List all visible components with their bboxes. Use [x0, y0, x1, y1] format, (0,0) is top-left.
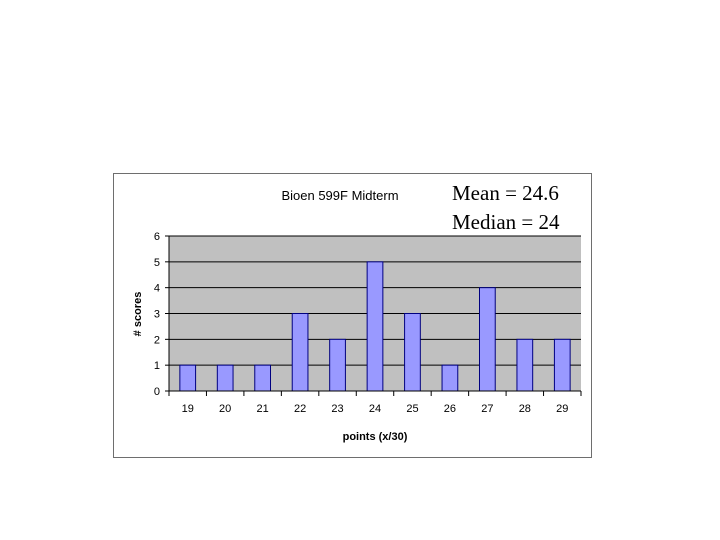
x-tick-label: 29 — [556, 403, 568, 415]
x-tick-label: 23 — [331, 403, 343, 415]
x-tick-label: 21 — [257, 403, 269, 415]
x-tick-label: 26 — [444, 403, 456, 415]
y-tick-label: 1 — [154, 360, 160, 372]
y-tick-label: 5 — [154, 257, 160, 269]
y-tick-label: 4 — [154, 283, 160, 295]
x-tick-label: 24 — [369, 403, 381, 415]
bar — [516, 338, 534, 392]
bar — [254, 364, 272, 392]
median-annotation: Median = 24 — [452, 210, 560, 234]
bar — [179, 364, 197, 392]
bar — [216, 364, 234, 392]
chart-title: Bioen 599F Midterm — [281, 188, 398, 203]
y-tick-label: 3 — [154, 309, 160, 321]
axes — [165, 235, 582, 396]
chart-frame: Bioen 599F Midterm Mean = 24.6 Median = … — [113, 173, 592, 458]
bar — [404, 313, 421, 392]
y-tick-label: 2 — [154, 334, 160, 346]
x-tick-labels: 19 20 21 22 23 24 25 26 27 28 29 — [182, 403, 569, 415]
y-axis-label: # scores — [132, 292, 144, 337]
bar — [553, 338, 571, 392]
x-tick-label: 22 — [294, 403, 306, 415]
y-tick-label: 6 — [154, 231, 160, 243]
x-tick-label: 20 — [219, 403, 231, 415]
y-tick-label: 0 — [154, 386, 160, 398]
bar — [366, 261, 384, 392]
mean-annotation: Mean = 24.6 — [452, 181, 559, 205]
x-tick-label: 19 — [182, 403, 194, 415]
y-tick-labels: 0 1 2 3 4 5 6 — [154, 231, 160, 398]
histogram-chart: Bioen 599F Midterm Mean = 24.6 Median = … — [132, 181, 582, 443]
x-tick-label: 28 — [519, 403, 531, 415]
x-axis-label: points (x/30) — [343, 431, 408, 443]
bar — [329, 338, 346, 392]
bar — [291, 313, 309, 392]
x-tick-label: 27 — [481, 403, 493, 415]
bar — [478, 287, 496, 392]
x-tick-label: 25 — [406, 403, 418, 415]
bar — [441, 364, 459, 392]
